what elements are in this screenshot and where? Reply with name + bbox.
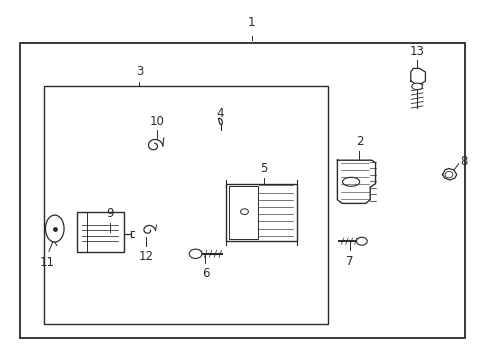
Bar xyxy=(225,184,296,241)
Bar xyxy=(228,186,258,239)
Text: 5: 5 xyxy=(260,162,267,175)
Text: 8: 8 xyxy=(460,155,467,168)
Text: 6: 6 xyxy=(201,267,209,280)
Text: 9: 9 xyxy=(106,207,114,220)
Text: 1: 1 xyxy=(247,16,255,29)
Circle shape xyxy=(356,237,366,245)
Text: 12: 12 xyxy=(138,250,153,263)
Text: 13: 13 xyxy=(409,45,424,58)
Bar xyxy=(44,86,327,324)
Text: 2: 2 xyxy=(355,135,363,148)
Circle shape xyxy=(189,249,202,258)
Bar xyxy=(77,212,87,252)
Text: 11: 11 xyxy=(40,256,54,269)
Text: 4: 4 xyxy=(216,107,224,120)
Bar xyxy=(20,43,464,338)
Bar xyxy=(77,212,123,252)
Text: 3: 3 xyxy=(135,66,143,78)
Ellipse shape xyxy=(411,83,422,90)
Text: 7: 7 xyxy=(345,255,353,267)
Text: 10: 10 xyxy=(150,115,164,128)
